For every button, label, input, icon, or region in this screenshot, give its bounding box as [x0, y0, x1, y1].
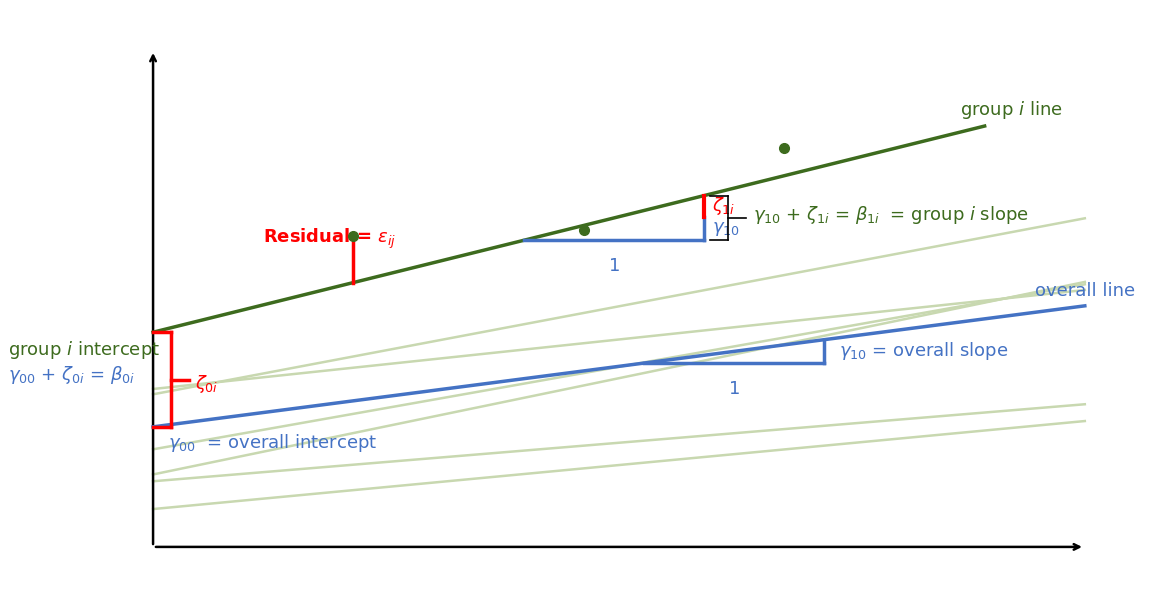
Text: group $i$ intercept: group $i$ intercept	[8, 338, 160, 361]
Text: $\gamma_{10}$: $\gamma_{10}$	[712, 220, 740, 238]
Text: $\zeta_{1i}$: $\zeta_{1i}$	[712, 195, 735, 217]
Text: $\gamma_{00}$  = overall intercept: $\gamma_{00}$ = overall intercept	[168, 432, 378, 454]
Text: $\gamma_{00}$ + $\zeta_{0i}$ = $\beta_{0i}$: $\gamma_{00}$ + $\zeta_{0i}$ = $\beta_{0…	[8, 364, 135, 386]
Text: $1$: $1$	[729, 380, 740, 398]
Text: group $i$ line: group $i$ line	[960, 99, 1062, 121]
Text: $\zeta_{0i}$: $\zeta_{0i}$	[196, 373, 219, 395]
Text: $\gamma_{10}$ = overall slope: $\gamma_{10}$ = overall slope	[839, 340, 1009, 362]
Text: $1$: $1$	[608, 257, 619, 275]
Text: Residual = $\epsilon_{ij}$: Residual = $\epsilon_{ij}$	[264, 226, 397, 251]
Text: $\gamma_{10}$ + $\zeta_{1i}$ = $\beta_{1i}$  = group $i$ slope: $\gamma_{10}$ + $\zeta_{1i}$ = $\beta_{1…	[753, 204, 1029, 226]
Text: overall line: overall line	[1035, 282, 1135, 300]
